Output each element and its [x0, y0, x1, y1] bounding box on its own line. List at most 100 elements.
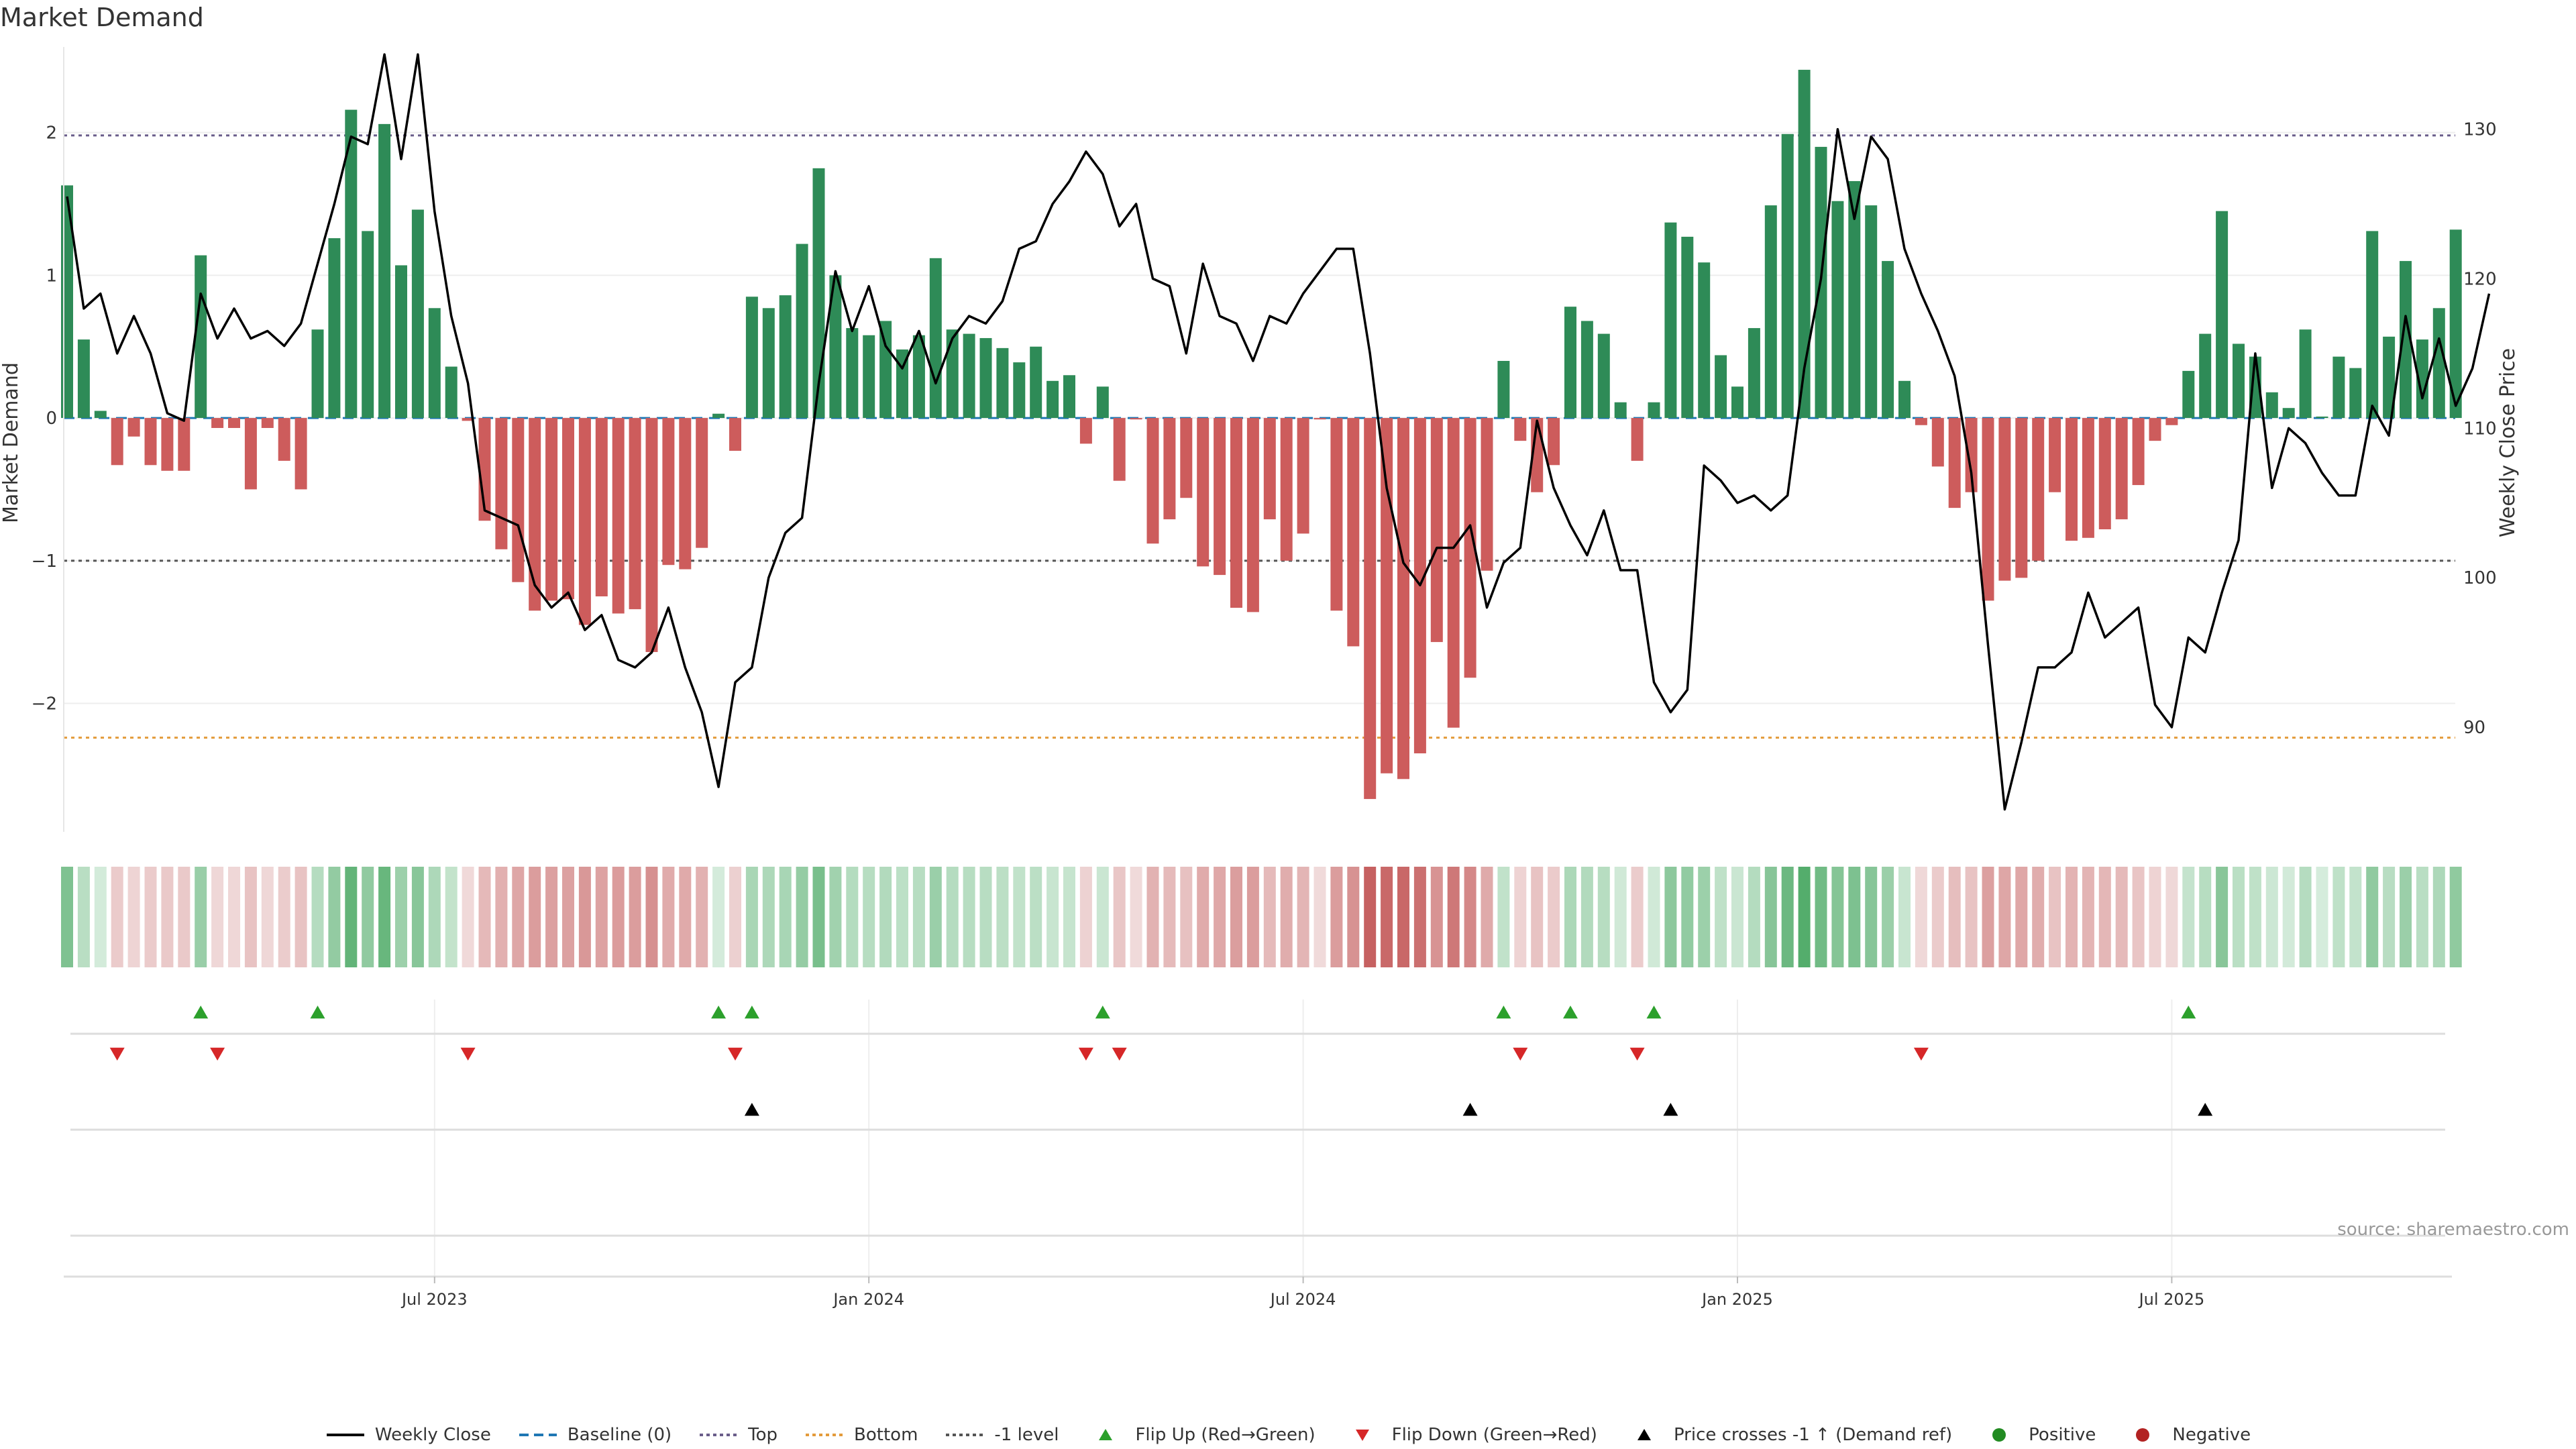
heat-cell-40 [729, 867, 741, 967]
demand-bar-24 [462, 418, 474, 421]
heat-cell-90 [1564, 867, 1576, 967]
y-left-tick-label-4: 2 [46, 123, 57, 144]
price-cross-marker-0 [744, 1103, 759, 1116]
heat-cell-30 [562, 867, 574, 967]
heat-cell-10 [228, 867, 240, 967]
demand-bar-141 [2416, 339, 2428, 419]
heat-cell-25 [478, 867, 491, 967]
heat-cell-110 [1898, 867, 1911, 967]
demand-bar-32 [595, 418, 608, 596]
heat-cell-55 [979, 867, 992, 967]
demand-bar-91 [1580, 321, 1593, 419]
legend-item-negative: Negative [2123, 1425, 2251, 1445]
demand-bar-50 [896, 349, 908, 419]
demand-bar-93 [1614, 402, 1627, 419]
legend-symbol-top [700, 1434, 738, 1436]
demand-heatstrip-layer [61, 867, 2462, 967]
heat-cell-51 [912, 867, 925, 967]
demand-bar-133 [2282, 408, 2295, 419]
demand-bar-62 [1096, 386, 1109, 419]
legend-symbol-minus-one [946, 1434, 984, 1436]
flip-up-marker-7 [1646, 1006, 1662, 1019]
heat-cell-21 [411, 867, 424, 967]
demand-bar-121 [2082, 418, 2094, 538]
heat-cell-127 [2182, 867, 2195, 967]
legend-label: Top [748, 1425, 778, 1445]
demand-bar-44 [796, 244, 808, 419]
x-tick-label-0: Jul 2023 [400, 1290, 468, 1309]
demand-bar-4 [127, 418, 140, 437]
demand-bar-102 [1764, 205, 1777, 419]
demand-bar-48 [863, 335, 875, 419]
heat-cell-111 [1915, 867, 1927, 967]
demand-bar-114 [1965, 418, 1978, 492]
heat-cell-74 [1297, 867, 1309, 967]
demand-bar-101 [1748, 328, 1760, 419]
demand-bar-117 [2015, 418, 2028, 578]
heat-cell-120 [2065, 867, 2078, 967]
heat-cell-142 [2432, 867, 2445, 967]
demand-bar-143 [2449, 229, 2462, 419]
source-note: source: sharemaestro.com [2337, 1220, 2569, 1240]
flip-up-marker-8 [2181, 1006, 2196, 1019]
heat-cell-65 [1146, 867, 1159, 967]
y-right-tick-label-1: 100 [2463, 568, 2497, 588]
demand-bar-22 [428, 308, 441, 419]
heat-cell-73 [1280, 867, 1293, 967]
heat-cell-61 [1079, 867, 1092, 967]
demand-bar-94 [1631, 418, 1644, 461]
heat-cell-121 [2082, 867, 2094, 967]
demand-bar-64 [1130, 418, 1142, 420]
flip-down-marker-6 [1513, 1047, 1528, 1061]
heat-cell-64 [1130, 867, 1142, 967]
heat-cell-5 [144, 867, 157, 967]
heat-cell-47 [846, 867, 859, 967]
flip-up-marker-0 [193, 1006, 209, 1019]
heat-cell-131 [2249, 867, 2261, 967]
demand-bar-27 [512, 418, 525, 582]
demand-bar-8 [195, 255, 207, 419]
axis-layer: −2 −1 0 1 2 90 100 110 120 130 Market Demand Weekly… [0, 47, 2520, 1309]
demand-bar-89 [1548, 418, 1560, 466]
legend-label: Weekly Close [374, 1425, 491, 1445]
demand-bar-97 [1681, 236, 1694, 419]
heat-cell-45 [812, 867, 825, 967]
demand-bar-142 [2432, 308, 2445, 419]
legend-symbol-negative [2136, 1428, 2150, 1442]
heat-cell-138 [2366, 867, 2379, 967]
heat-cell-36 [662, 867, 675, 967]
flip-up-marker-6 [1563, 1006, 1578, 1019]
demand-bar-3 [111, 418, 123, 466]
demand-bar-82 [1430, 418, 1443, 643]
demand-bar-74 [1297, 418, 1309, 534]
demand-bar-35 [645, 418, 658, 652]
demand-bar-134 [2299, 329, 2312, 419]
legend-symbol-flip-up [1099, 1429, 1113, 1440]
legend-label: Flip Down (Green→Red) [1391, 1425, 1597, 1445]
demand-bar-2 [94, 411, 107, 419]
heat-cell-83 [1447, 867, 1460, 967]
flip-down-marker-0 [109, 1047, 125, 1061]
demand-bar-137 [2349, 368, 2362, 419]
heat-cell-129 [2216, 867, 2229, 967]
demand-bar-46 [829, 275, 842, 419]
heat-cell-96 [1664, 867, 1677, 967]
heat-cell-134 [2299, 867, 2312, 967]
heat-cell-15 [311, 867, 324, 967]
heat-cell-34 [629, 867, 641, 967]
demand-bar-112 [1931, 418, 1944, 467]
demand-bar-57 [1013, 362, 1026, 419]
demand-bar-28 [529, 418, 541, 611]
y-right-tick-label-0: 90 [2463, 718, 2485, 738]
demand-bar-14 [294, 418, 307, 490]
demand-bar-123 [2115, 418, 2128, 520]
demand-bar-9 [211, 418, 224, 428]
demand-bar-87 [1514, 418, 1527, 441]
demand-bar-139 [2383, 336, 2396, 419]
flip-down-marker-4 [1078, 1047, 1093, 1061]
demand-bar-108 [1865, 205, 1878, 419]
legend-symbol-flip-down [1355, 1430, 1369, 1441]
heat-cell-68 [1197, 867, 1210, 967]
heat-cell-136 [2332, 867, 2345, 967]
